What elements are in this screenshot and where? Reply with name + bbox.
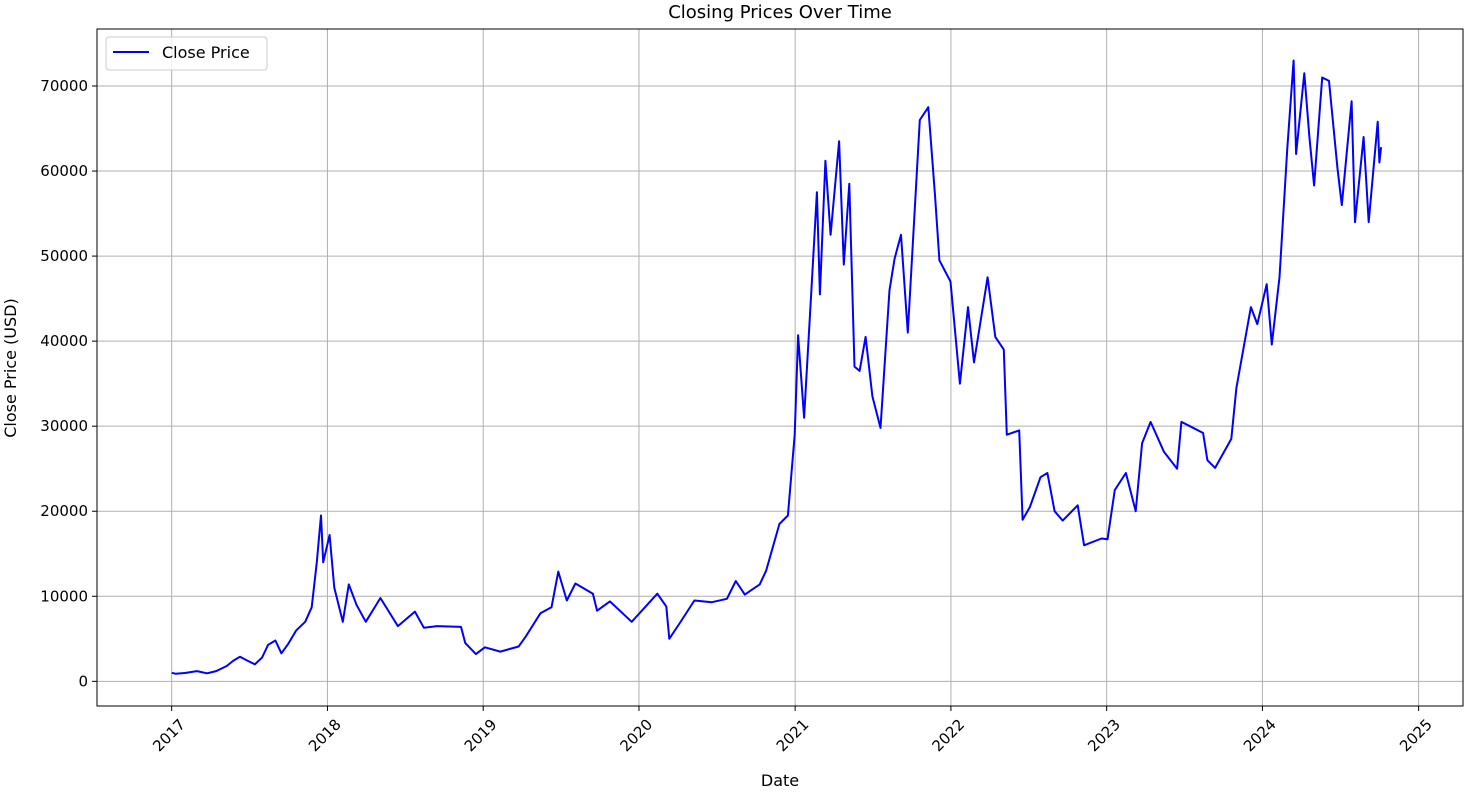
y-tick-label: 60000	[40, 162, 88, 180]
x-tick-label: 2023	[1084, 716, 1124, 756]
x-tick-label: 2024	[1240, 716, 1280, 756]
plot-frame	[96, 28, 1464, 707]
close-price-line	[171, 59, 1383, 675]
y-tick-label: 10000	[40, 587, 88, 605]
grid-lines	[97, 29, 1463, 706]
y-tick-label: 70000	[40, 77, 88, 95]
legend-label: Close Price	[162, 43, 250, 62]
y-tick-label: 20000	[40, 502, 88, 520]
y-tick-label: 30000	[40, 417, 88, 435]
x-tick-label: 2020	[616, 716, 656, 756]
x-tick-label: 2019	[461, 716, 501, 756]
x-tick-label: 2025	[1396, 716, 1436, 756]
legend-box	[105, 36, 268, 71]
y-tick-label: 0	[78, 672, 88, 690]
chart-title: Closing Prices Over Time	[668, 2, 892, 23]
x-axis-label: Date	[761, 771, 799, 790]
x-tick-label: 2018	[305, 716, 345, 756]
x-tick-label: 2017	[149, 716, 189, 756]
series-layer	[171, 59, 1383, 675]
y-tick-label: 50000	[40, 247, 88, 265]
x-tick-label: 2022	[928, 716, 968, 756]
y-axis-label: Close Price (USD)	[1, 298, 20, 437]
x-axis-ticks: 2017 2018 2019 2020 2021 2022 2023 2024 2025	[149, 706, 1436, 755]
y-tick-label: 40000	[40, 332, 88, 350]
y-axis-ticks: 0 10000 20000 30000 40000 50000 60000 70000	[40, 77, 97, 690]
x-tick-label: 2021	[773, 716, 813, 756]
legend: Close Price	[105, 36, 268, 71]
